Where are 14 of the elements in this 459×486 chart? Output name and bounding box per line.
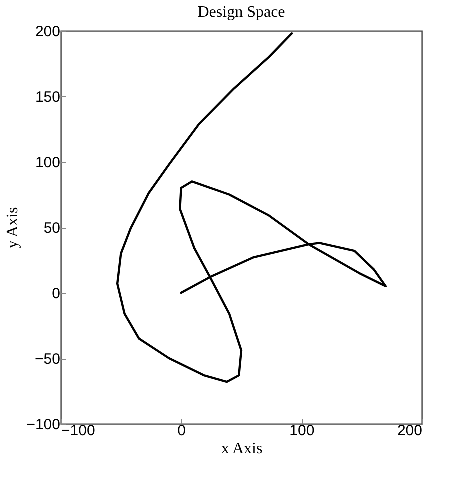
y-tick-label: 0 <box>52 286 60 302</box>
y-tick-label: −50 <box>35 351 60 368</box>
y-tick-label: 100 <box>35 154 60 172</box>
y-tick-label: 150 <box>35 89 60 106</box>
x-tick-label: 200 <box>397 422 422 440</box>
x-tick-label: 0 <box>178 422 186 440</box>
x-axis-title: x Axis <box>221 440 263 458</box>
y-axis-title: y Axis <box>4 207 22 249</box>
x-tick-label: 100 <box>290 422 315 440</box>
y-tick-label: 200 <box>35 24 60 40</box>
y-tick-label: 50 <box>44 220 60 237</box>
chart-title: Design Space <box>198 4 286 21</box>
x-tick-label: −100 <box>62 422 96 440</box>
line-series <box>116 32 387 384</box>
